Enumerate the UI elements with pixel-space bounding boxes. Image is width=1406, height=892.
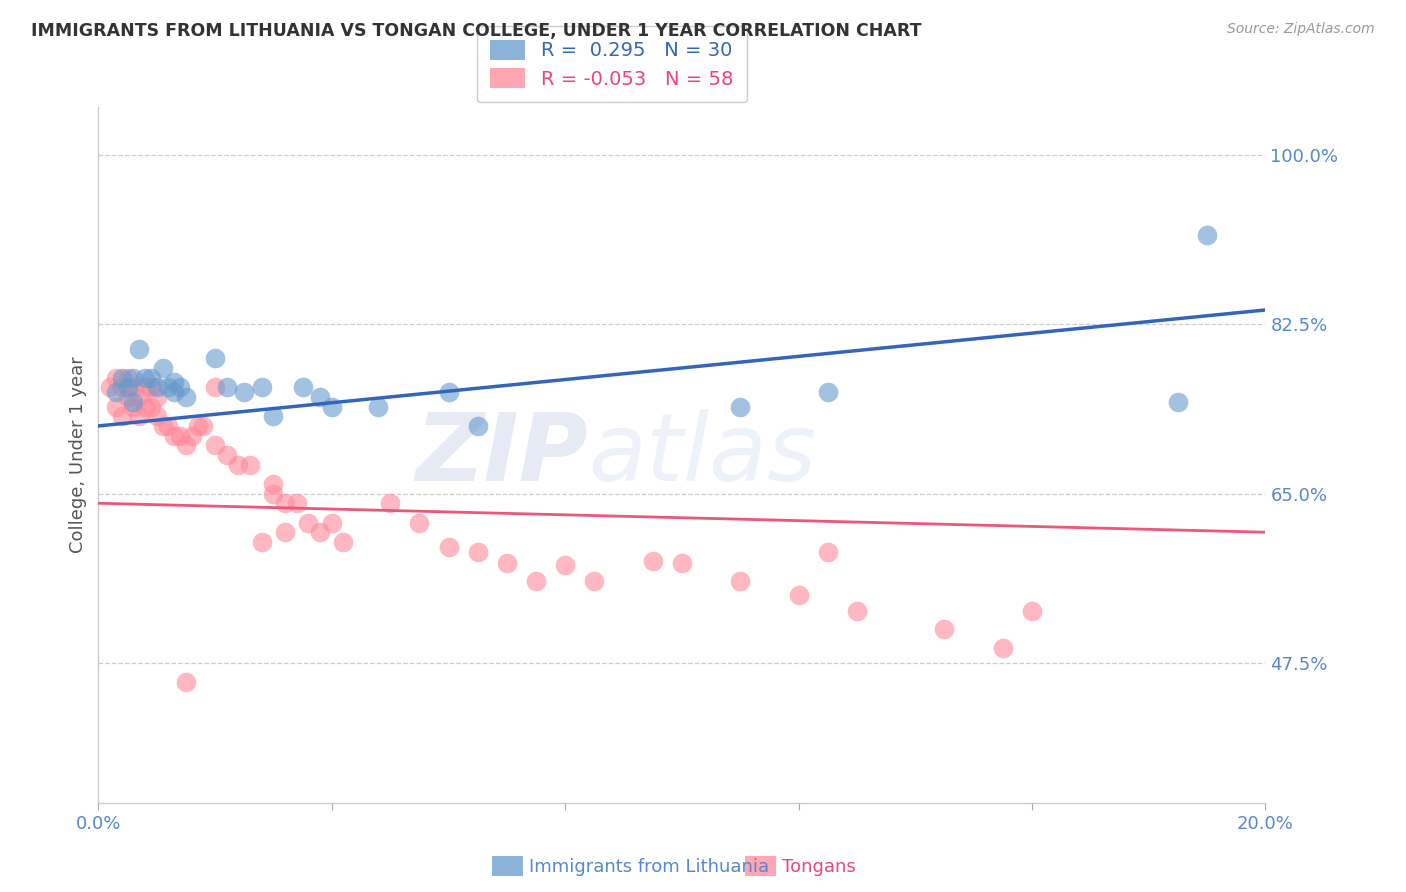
Point [262,409,284,424]
Point [122,400,145,414]
Point [169,428,191,442]
Point [274,496,297,510]
Point [111,409,134,424]
Point [437,385,460,400]
Text: atlas: atlas [589,409,817,500]
Point [1195,227,1218,242]
Point [524,574,547,588]
Point [187,418,209,433]
Point [134,380,156,394]
Point [180,428,202,442]
Point [139,370,162,384]
Point [467,544,489,558]
Point [291,380,314,394]
Point [250,380,273,394]
Point [111,380,134,394]
Point [146,390,169,404]
Point [204,351,226,366]
Text: Immigrants from Lithuania: Immigrants from Lithuania [529,858,769,876]
Point [554,558,576,573]
Point [309,525,332,540]
Point [817,544,839,558]
Point [309,390,332,404]
Point [157,418,180,433]
Point [122,394,145,409]
Point [380,496,402,510]
Point [169,380,191,394]
Point [467,418,489,433]
Point [204,438,226,452]
Point [163,376,186,390]
Point [846,605,869,619]
Point [367,400,389,414]
Point [671,556,693,570]
Point [228,458,250,472]
Point [215,448,238,462]
Point [111,370,134,384]
Point [152,418,174,433]
Point [787,588,810,602]
Point [297,516,319,530]
Point [239,458,262,472]
Point [134,370,156,384]
Point [152,360,174,375]
Point [139,400,162,414]
Point [321,516,343,530]
Point [128,409,150,424]
Point [262,486,284,500]
Point [174,438,197,452]
Point [122,370,145,384]
Point [117,370,139,384]
Point [122,380,145,394]
Text: IMMIGRANTS FROM LITHUANIA VS TONGAN COLLEGE, UNDER 1 YEAR CORRELATION CHART: IMMIGRANTS FROM LITHUANIA VS TONGAN COLL… [31,22,921,40]
Point [128,342,150,356]
Point [233,385,256,400]
Legend: R =  0.295   N = 30, R = -0.053   N = 58: R = 0.295 N = 30, R = -0.053 N = 58 [477,26,747,103]
Point [98,380,121,394]
Point [104,370,127,384]
Point [174,675,197,690]
Point [583,574,606,588]
Text: Tongans: Tongans [782,858,855,876]
Point [934,622,956,636]
Point [817,385,839,400]
Point [174,390,197,404]
Point [1167,394,1189,409]
Point [641,554,664,568]
Point [262,476,284,491]
Point [146,409,169,424]
Point [157,380,180,394]
Point [1021,605,1043,619]
Point [134,400,156,414]
Y-axis label: College, Under 1 year: College, Under 1 year [69,357,87,553]
Point [128,390,150,404]
Point [117,390,139,404]
Point [991,641,1014,656]
Point [215,380,238,394]
Point [146,380,169,394]
Point [332,534,354,549]
Point [437,540,460,554]
Text: ZIP: ZIP [416,409,589,501]
Point [285,496,308,510]
Point [117,380,139,394]
Point [104,400,127,414]
Point [274,525,297,540]
Point [163,428,186,442]
Point [104,385,127,400]
Point [204,380,226,394]
Point [163,385,186,400]
Point [408,516,430,530]
Point [250,534,273,549]
Point [193,418,215,433]
Text: Source: ZipAtlas.com: Source: ZipAtlas.com [1227,22,1375,37]
Point [730,574,752,588]
Point [321,400,343,414]
Point [139,380,162,394]
Point [730,400,752,414]
Point [496,556,519,570]
